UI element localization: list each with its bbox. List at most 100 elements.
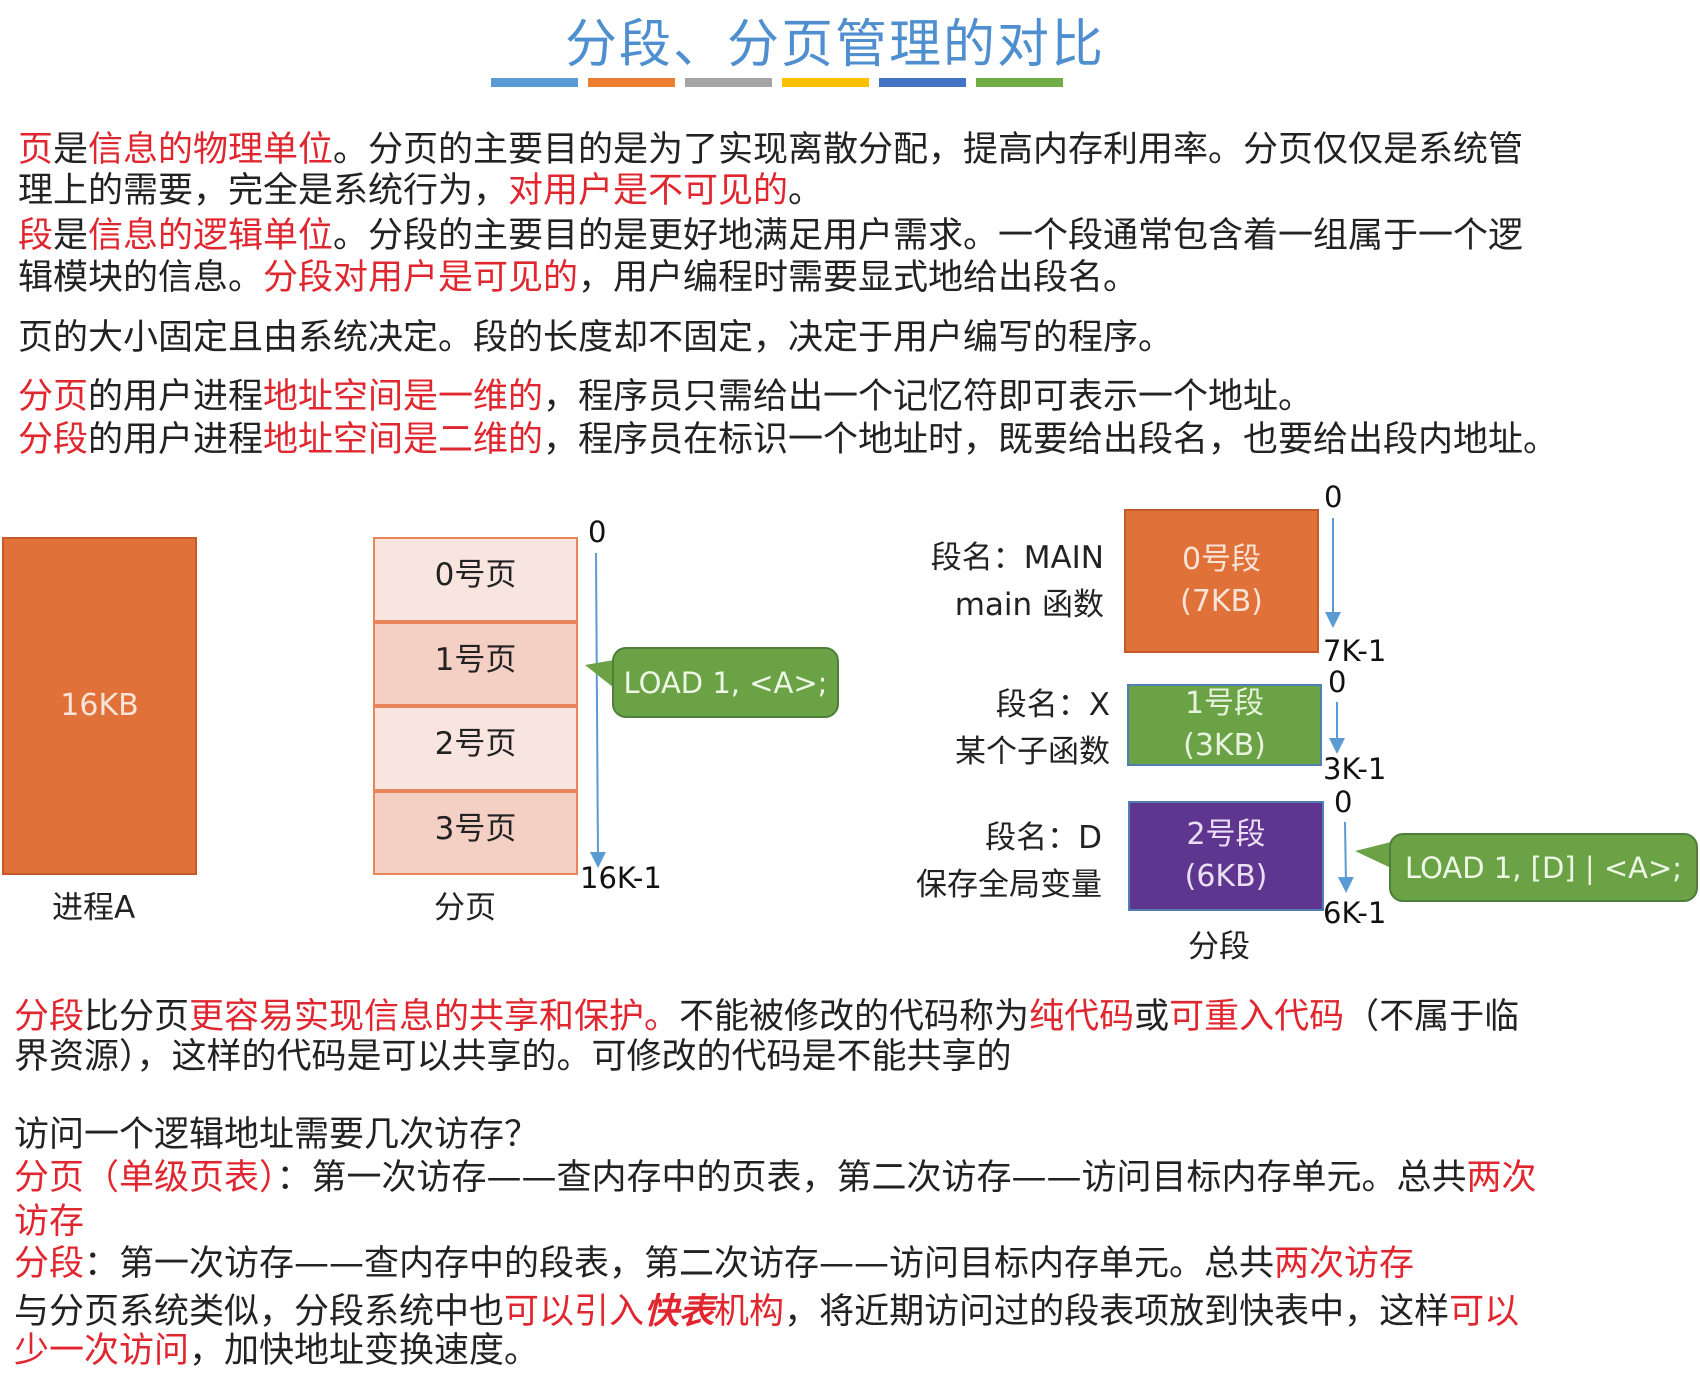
text-segment: 访问一个逻辑地址需要几次访存？: [14, 1115, 540, 1155]
segment-name: 段名：MAIN: [930, 540, 1104, 576]
text-line: 界资源），这样的代码是可以共享的。可修改的代码是不能共享的: [14, 1036, 1012, 1078]
highlighted-text: 两次: [1466, 1158, 1537, 1198]
callout-text: LOAD 1, [D] | <A>;: [1404, 850, 1683, 885]
highlighted-text: 分页: [18, 377, 89, 417]
text-segment: ，将近期访问过的段表项放到快表中，这样: [784, 1292, 1450, 1332]
highlighted-text: 分段对用户是可见的: [263, 258, 579, 298]
text-segment: 。分页的主要目的是为了实现离散分配，提高内存利用率。分页仅仅是系统管: [333, 130, 1524, 170]
segment1-end: 3K-1: [1323, 752, 1387, 786]
paging-callout-pointer: [585, 660, 614, 688]
highlighted-text: 段: [18, 216, 54, 256]
text-segment: 。分段的主要目的是更好地满足用户需求。一个段通常包含着一组属于一个逻: [333, 216, 1524, 256]
segment-0-block: 0号段 (7KB): [1124, 509, 1319, 653]
segment-desc: 某个子函数: [955, 734, 1110, 770]
paging-start-address: 0: [588, 515, 607, 549]
highlighted-text: 可重入代码: [1169, 997, 1345, 1037]
segment0-description: 段名：MAIN main 函数: [931, 535, 1104, 629]
text-segment: 不能被修改的代码称为: [679, 997, 1030, 1037]
segment-size: (3KB): [1183, 728, 1266, 763]
text-line: 分页的用户进程地址空间是一维的，程序员只需给出一个记忆符即可表示一个地址。: [18, 376, 1313, 418]
text-segment: ，加快地址变换速度。: [189, 1331, 540, 1371]
text-segment: 的用户进程: [88, 377, 264, 417]
text-line: 分段的用户进程地址空间是二维的，程序员在标识一个地址时，既要给出段名，也要给出段…: [18, 419, 1558, 461]
highlighted-text: 地址空间是二维的: [263, 420, 544, 460]
page-title: 分段、分页管理的对比: [564, 15, 1105, 75]
text-segment: 比分页: [84, 997, 190, 1037]
text-segment: 是: [53, 216, 89, 256]
text-segment: ，程序员在标识一个地址时，既要给出段名，也要给出段内地址。: [543, 420, 1559, 460]
page-3: 3号页: [373, 790, 578, 875]
highlighted-text: 访存: [14, 1202, 85, 1242]
page-1: 1号页: [373, 621, 578, 706]
highlighted-text: 纯代码: [1029, 997, 1135, 1037]
segment1-start: 0: [1328, 665, 1347, 699]
title-bar-segment: [879, 78, 966, 87]
segment0-start: 0: [1324, 480, 1343, 514]
text-segment: ，程序员只需给出一个记忆符即可表示一个地址。: [543, 377, 1314, 417]
text-line: 页是信息的物理单位。分页的主要目的是为了实现离散分配，提高内存利用率。分页仅仅是…: [18, 129, 1523, 171]
text-line: 访存: [14, 1201, 84, 1243]
segment-title: 1号段: [1184, 686, 1265, 721]
highlighted-text: 可以引入: [504, 1292, 645, 1332]
paging-instruction-callout: LOAD 1, <A>;: [612, 647, 839, 718]
text-segment: 或: [1134, 997, 1170, 1037]
segment-instruction-callout: LOAD 1, [D] | <A>;: [1389, 833, 1698, 902]
segment2-start: 0: [1334, 785, 1353, 819]
text-segment: （不属于临: [1344, 997, 1520, 1037]
text-segment: 页的大小固定且由系统决定。段的长度却不固定，决定于用户编写的程序。: [18, 318, 1174, 358]
segment-desc: 保存全局变量: [916, 867, 1102, 903]
page-label: 3号页: [434, 810, 517, 847]
page-2: 2号页: [373, 706, 578, 791]
paging-end-address: 16K-1: [580, 861, 662, 895]
highlighted-text: 地址空间是一维的: [263, 377, 544, 417]
text-line: 页的大小固定且由系统决定。段的长度却不固定，决定于用户编写的程序。: [18, 317, 1173, 359]
text-segment: 。: [788, 171, 824, 211]
text-segment: ：第一次访存——查内存中的段表，第二次访存——访问目标内存单元。总共: [84, 1244, 1275, 1284]
highlighted-text: 分段: [14, 1244, 85, 1284]
text-segment: 的用户进程: [88, 420, 264, 460]
highlighted-text: 信息的物理单位: [88, 130, 334, 170]
process-a-label: 进程A: [52, 890, 136, 926]
highlighted-text: 页: [18, 130, 54, 170]
text-segment: 与分页系统类似，分段系统中也: [14, 1292, 505, 1332]
segment2-end: 6K-1: [1323, 896, 1387, 930]
text-segment: ，用户编程时需要显式地给出段名。: [578, 258, 1139, 298]
text-segment: 辑模块的信息。: [18, 258, 264, 298]
text-line: 访问一个逻辑地址需要几次访存？: [14, 1114, 539, 1156]
segment2-address-arrow: [1337, 821, 1354, 893]
segment-2-block: 2号段 (6KB): [1128, 801, 1324, 911]
text-line: 理上的需要，完全是系统行为，对用户是不可见的。: [18, 170, 823, 212]
segment-name: 段名：X: [995, 687, 1110, 723]
title-bar-segment: [685, 78, 772, 87]
segment-desc: main 函数: [954, 587, 1104, 623]
highlighted-text: 机构: [714, 1292, 785, 1332]
segment-1-block: 1号段 (3KB): [1127, 684, 1322, 766]
highlighted-text: 更容易实现信息的共享和保护。: [189, 997, 680, 1037]
highlighted-text: 快表: [644, 1292, 715, 1332]
highlighted-text: 可以: [1449, 1292, 1520, 1332]
process-a-block: 16KB: [2, 537, 197, 875]
segment0-end: 7K-1: [1323, 634, 1387, 668]
page-0: 0号页: [373, 537, 578, 622]
text-line: 分段：第一次访存——查内存中的段表，第二次访存——访问目标内存单元。总共两次访存: [14, 1243, 1414, 1285]
segment-size: (7KB): [1180, 584, 1263, 619]
text-line: 段是信息的逻辑单位。分段的主要目的是更好地满足用户需求。一个段通常包含着一组属于…: [18, 215, 1523, 257]
text-segment: 理上的需要，完全是系统行为，: [18, 171, 509, 211]
highlighted-text: 少一次访问: [14, 1331, 190, 1371]
text-segment: ：第一次访存——查内存中的页表，第二次访存——访问目标内存单元。总共: [276, 1158, 1467, 1198]
text-line: 与分页系统类似，分段系统中也可以引入快表机构，将近期访问过的段表项放到快表中，这…: [14, 1291, 1519, 1333]
text-segment: 界资源），这样的代码是可以共享的。可修改的代码是不能共享的: [14, 1037, 1012, 1077]
highlighted-text: 信息的逻辑单位: [88, 216, 334, 256]
text-line: 分段比分页更容易实现信息的共享和保护。不能被修改的代码称为纯代码或可重入代码（不…: [14, 996, 1519, 1038]
paging-address-arrow: [589, 552, 606, 868]
segment-size: (6KB): [1184, 859, 1268, 894]
highlighted-text: 分页（单级页表）: [14, 1158, 277, 1198]
segment-name: 段名：D: [985, 820, 1102, 856]
title-bar-segment: [782, 78, 869, 87]
title-bar-segment: [976, 78, 1063, 87]
segment1-description: 段名：X 某个子函数: [955, 682, 1110, 776]
highlighted-text: 对用户是不可见的: [508, 171, 789, 211]
highlighted-text: 分段: [14, 997, 85, 1037]
title-bar-segment: [588, 78, 675, 87]
